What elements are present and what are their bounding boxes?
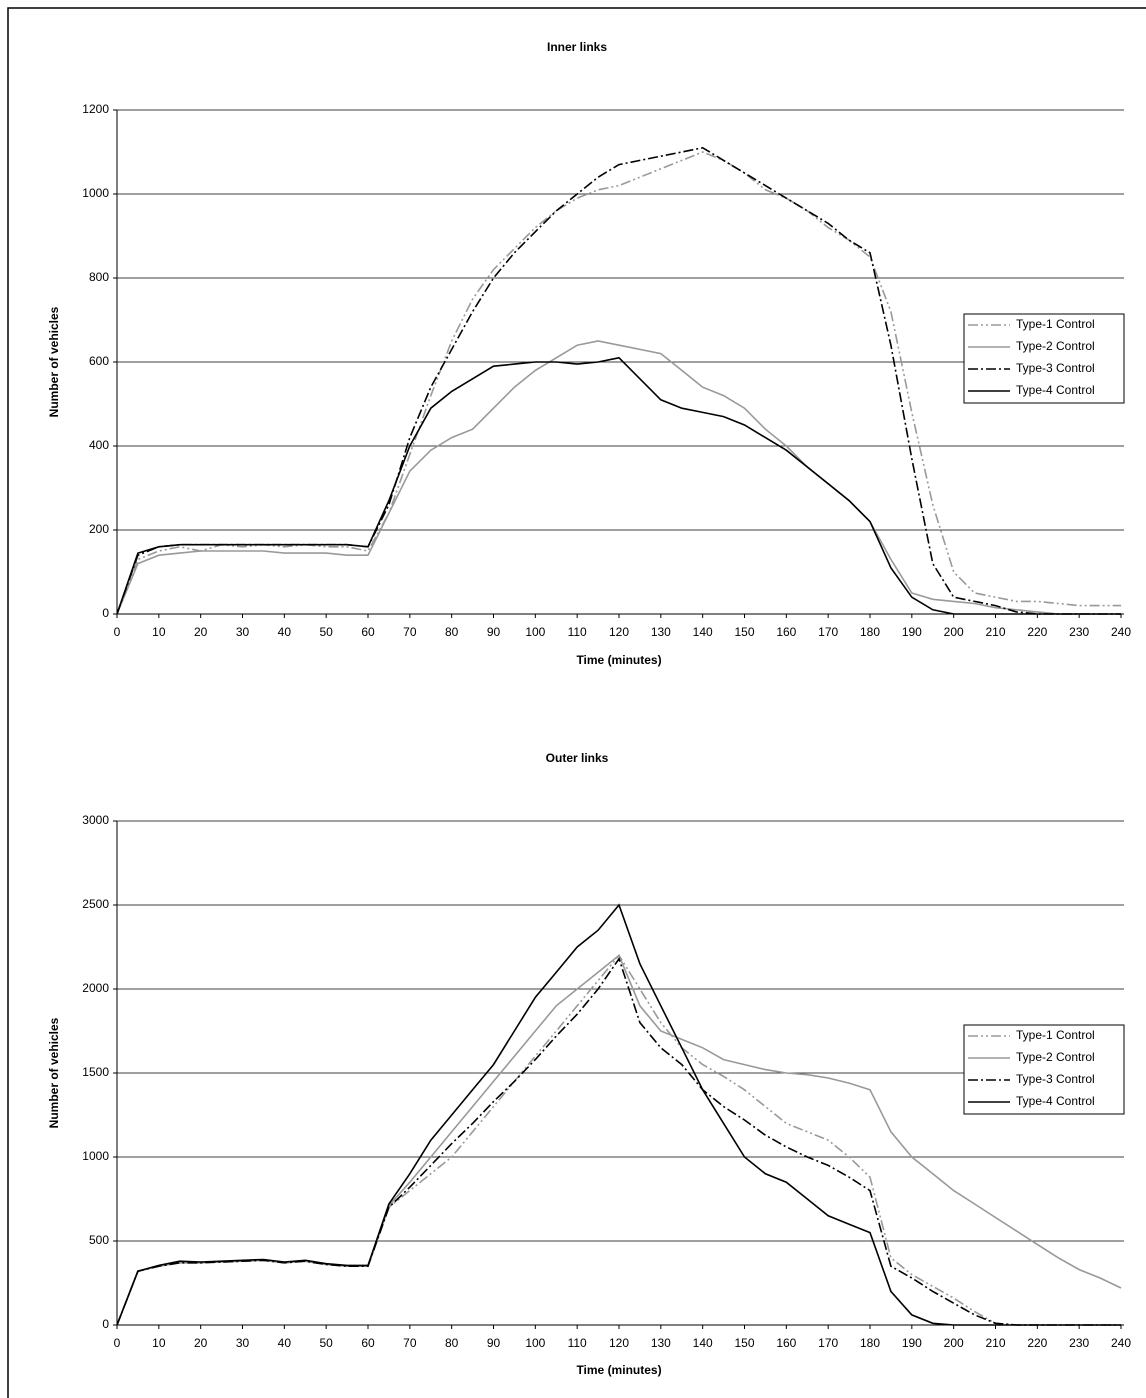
series-line (116, 903, 1121, 1326)
x-tick-label: 160 (776, 1336, 796, 1350)
y-tick-label: 400 (89, 438, 109, 452)
series-line (116, 356, 1121, 615)
y-tick-label: 200 (89, 522, 109, 536)
x-tick-label: 100 (525, 1336, 545, 1350)
y-tick-label: 800 (89, 270, 109, 284)
x-axis-label: Time (minutes) (576, 653, 661, 667)
x-tick-label: 40 (278, 625, 292, 639)
x-tick-label: 70 (403, 625, 417, 639)
x-tick-label: 90 (487, 625, 501, 639)
x-tick-label: 40 (278, 1336, 292, 1350)
x-tick-label: 140 (693, 625, 713, 639)
series-line (116, 957, 1121, 1326)
y-tick-label: 500 (89, 1233, 109, 1247)
x-tick-label: 10 (152, 625, 166, 639)
series-line (116, 954, 1121, 1326)
x-tick-label: 230 (1069, 625, 1089, 639)
x-tick-label: 180 (860, 625, 880, 639)
x-tick-label: 220 (1027, 1336, 1047, 1350)
legend-box (963, 1024, 1125, 1115)
x-tick-label: 130 (651, 1336, 671, 1350)
legend-label: Type-2 Control (1016, 339, 1095, 353)
x-tick-label: 20 (194, 1336, 208, 1350)
y-tick-label: 0 (102, 606, 109, 620)
x-tick-label: 100 (525, 625, 545, 639)
x-tick-label: 110 (568, 1336, 587, 1350)
x-tick-label: 150 (734, 1336, 754, 1350)
x-tick-label: 150 (734, 625, 754, 639)
x-tick-label: 200 (944, 625, 964, 639)
x-tick-label: 240 (1111, 1336, 1131, 1350)
x-tick-label: 200 (944, 1336, 964, 1350)
x-tick-label: 80 (445, 625, 459, 639)
x-tick-label: 30 (236, 1336, 250, 1350)
x-tick-label: 80 (445, 1336, 459, 1350)
legend-label: Type-4 Control (1016, 1094, 1095, 1108)
x-axis-label: Time (minutes) (576, 1363, 661, 1377)
y-tick-label: 1000 (82, 1149, 109, 1163)
x-tick-label: 160 (776, 625, 796, 639)
x-tick-label: 20 (194, 625, 208, 639)
x-tick-label: 60 (361, 625, 375, 639)
x-tick-label: 120 (609, 625, 629, 639)
y-tick-label: 1000 (82, 186, 109, 200)
x-tick-label: 190 (902, 1336, 922, 1350)
x-tick-label: 70 (403, 1336, 417, 1350)
x-tick-label: 10 (152, 1336, 166, 1350)
legend-label: Type-2 Control (1016, 1050, 1095, 1064)
x-tick-label: 0 (114, 1336, 121, 1350)
chart-title: Outer links (546, 751, 609, 765)
x-tick-label: 170 (818, 1336, 838, 1350)
x-tick-label: 170 (818, 625, 838, 639)
y-axis-label: Number of vehicles (47, 1017, 61, 1128)
y-tick-label: 2000 (82, 981, 109, 995)
x-tick-label: 60 (361, 1336, 375, 1350)
x-tick-label: 50 (319, 625, 333, 639)
x-tick-label: 240 (1111, 625, 1131, 639)
series-line (116, 151, 1121, 615)
series-line (116, 340, 1121, 615)
frame (7, 7, 1146, 1398)
y-tick-label: 2500 (82, 897, 109, 911)
x-tick-label: 0 (114, 625, 121, 639)
x-tick-label: 210 (985, 625, 1005, 639)
y-tick-label: 600 (89, 354, 109, 368)
series-line (116, 954, 1122, 1326)
legend-label: Type-1 Control (1016, 317, 1095, 331)
x-tick-label: 190 (902, 625, 922, 639)
x-tick-label: 220 (1027, 625, 1047, 639)
legend-label: Type-3 Control (1016, 361, 1095, 375)
series-line (116, 146, 1121, 615)
x-tick-label: 90 (487, 1336, 501, 1350)
x-tick-label: 180 (860, 1336, 880, 1350)
chart-title: Inner links (547, 40, 607, 54)
x-tick-label: 30 (236, 625, 250, 639)
x-tick-label: 230 (1069, 1336, 1089, 1350)
legend-label: Type-4 Control (1016, 383, 1095, 397)
x-tick-label: 120 (609, 1336, 629, 1350)
x-tick-label: 130 (651, 625, 671, 639)
x-tick-label: 140 (693, 1336, 713, 1350)
y-tick-label: 0 (102, 1317, 109, 1331)
y-axis-label: Number of vehicles (47, 306, 61, 417)
legend-label: Type-1 Control (1016, 1028, 1095, 1042)
legend-label: Type-3 Control (1016, 1072, 1095, 1086)
x-tick-label: 110 (568, 625, 587, 639)
y-tick-label: 1500 (82, 1065, 109, 1079)
x-tick-label: 50 (319, 1336, 333, 1350)
y-tick-label: 1200 (82, 102, 109, 116)
legend-box (963, 313, 1125, 404)
x-tick-label: 210 (985, 1336, 1005, 1350)
y-tick-label: 3000 (82, 813, 109, 827)
